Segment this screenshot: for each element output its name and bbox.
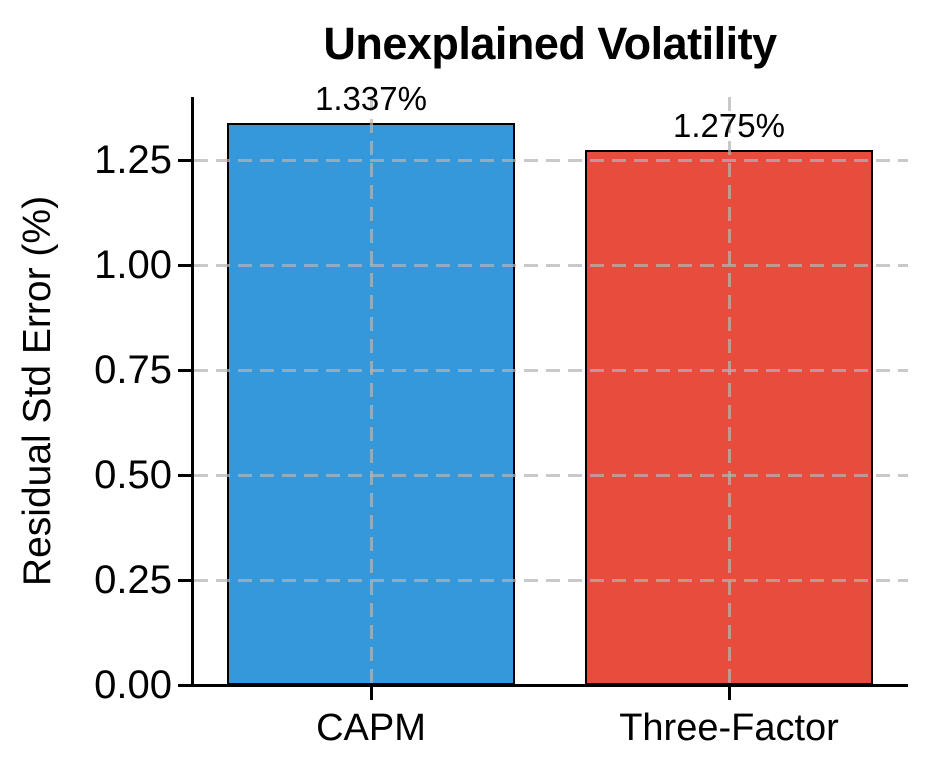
y-tick-mark bbox=[178, 683, 192, 687]
y-tick-mark bbox=[178, 473, 192, 477]
y-tick-mark bbox=[178, 578, 192, 582]
bar-value-label: 1.337% bbox=[315, 80, 427, 118]
gridline-horizontal bbox=[194, 263, 908, 267]
gridline-vertical bbox=[369, 97, 373, 685]
x-tick-mark bbox=[727, 687, 731, 700]
y-tick-label: 0.50 bbox=[94, 453, 172, 497]
x-tick-mark bbox=[369, 687, 373, 700]
chart-title: Unexplained Volatility bbox=[323, 18, 777, 69]
y-tick-label: 1.25 bbox=[94, 138, 172, 182]
x-tick-label: CAPM bbox=[316, 707, 426, 749]
y-tick-label: 0.00 bbox=[94, 663, 172, 707]
y-tick-mark bbox=[178, 368, 192, 372]
gridline-horizontal bbox=[194, 473, 908, 477]
y-tick-label: 0.25 bbox=[94, 558, 172, 602]
x-axis-spine bbox=[190, 683, 908, 687]
y-tick-label: 0.75 bbox=[94, 348, 172, 392]
gridline-horizontal bbox=[194, 368, 908, 372]
gridline-horizontal bbox=[194, 578, 908, 582]
gridline-horizontal bbox=[194, 158, 908, 162]
gridline-vertical bbox=[727, 97, 731, 685]
bar-value-label: 1.275% bbox=[673, 106, 785, 144]
y-tick-mark bbox=[178, 263, 192, 267]
y-tick-mark bbox=[178, 158, 192, 162]
x-tick-label: Three-Factor bbox=[619, 707, 839, 749]
y-tick-label: 1.00 bbox=[94, 243, 172, 287]
y-axis-spine bbox=[190, 97, 194, 687]
